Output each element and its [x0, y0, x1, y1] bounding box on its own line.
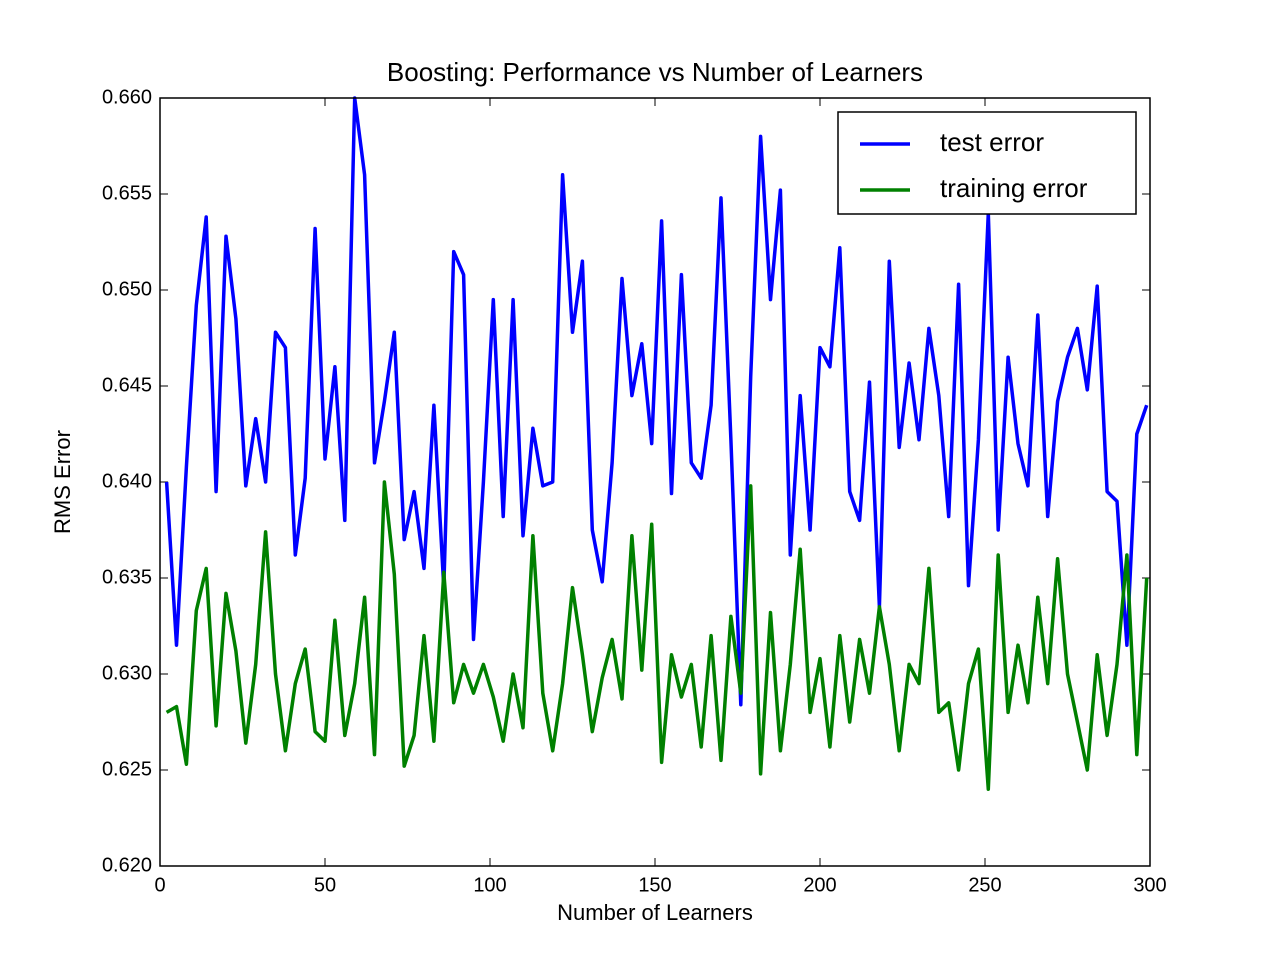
y-tick-label: 0.635 — [102, 566, 152, 588]
y-tick-label: 0.655 — [102, 182, 152, 204]
line-series — [165, 480, 1149, 791]
x-axis-label: Number of Learners — [557, 900, 753, 925]
y-tick-label: 0.650 — [102, 278, 152, 300]
x-tick-label: 300 — [1133, 874, 1166, 896]
x-tick-label: 0 — [154, 874, 165, 896]
line-series — [164, 96, 1149, 707]
y-tick-label: 0.630 — [102, 662, 152, 684]
x-tick-label: 50 — [314, 874, 336, 896]
chart-title: Boosting: Performance vs Number of Learn… — [387, 57, 923, 87]
legend-box — [837, 111, 1137, 215]
y-tick-label: 0.640 — [102, 470, 152, 492]
legend-label: training error — [940, 173, 1088, 203]
x-tick-label: 100 — [473, 874, 506, 896]
x-tick-label: 200 — [803, 874, 836, 896]
y-axis-label: RMS Error — [50, 430, 75, 534]
y-tick-label: 0.645 — [102, 374, 152, 396]
y-tick-label: 0.625 — [102, 758, 152, 780]
y-tick-label: 0.660 — [102, 86, 152, 108]
x-tick-label: 150 — [638, 874, 671, 896]
x-tick-label: 250 — [968, 874, 1001, 896]
y-tick-label: 0.620 — [102, 854, 152, 876]
plot-frame — [159, 97, 1151, 867]
legend-label: test error — [940, 127, 1044, 157]
